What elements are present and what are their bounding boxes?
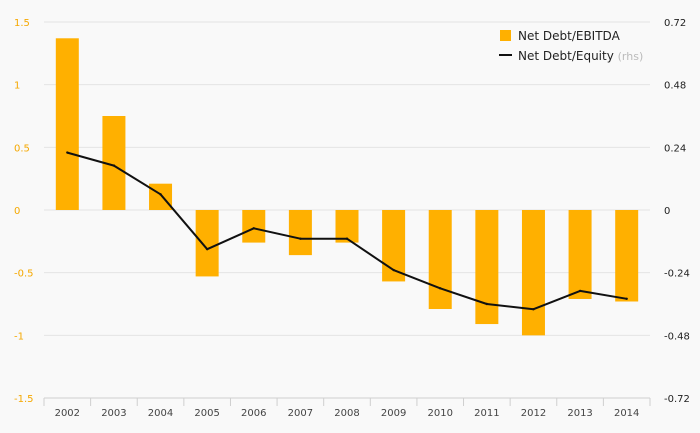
y-right-tick-label: 0.72	[664, 18, 686, 29]
y-left-tick-label: 0.5	[14, 143, 30, 154]
y-right-tick-label: -0.48	[664, 331, 690, 342]
bar	[195, 210, 219, 277]
line-point	[252, 227, 255, 230]
legend-label-line: Net Debt/Equity (rhs)	[518, 49, 643, 63]
bar	[521, 210, 545, 336]
y-left-tick-label: -0.5	[14, 269, 34, 280]
x-tick-label: 2002	[55, 408, 80, 419]
x-tick-label: 2005	[194, 408, 219, 419]
line-point	[112, 164, 116, 167]
legend-swatch-bar	[500, 30, 511, 41]
x-tick-label: 2011	[474, 408, 499, 419]
legend-label-line-suffix: (rhs)	[618, 50, 644, 63]
bar	[55, 38, 79, 210]
y-right-tick-label: 0	[664, 206, 670, 217]
line-point	[485, 302, 489, 306]
bar	[149, 183, 173, 210]
x-tick-label: 2004	[148, 408, 173, 419]
bar	[242, 210, 266, 243]
y-right-tick-label: -0.72	[664, 394, 690, 405]
y-left-tick-label: 1.5	[14, 18, 30, 29]
line-point	[625, 297, 628, 300]
bar	[102, 116, 126, 210]
line-point	[299, 237, 302, 240]
x-tick-label: 2008	[334, 408, 359, 419]
y-right-tick-label: -0.24	[664, 269, 690, 280]
y-left-tick-label: 1	[14, 81, 20, 92]
bar	[568, 210, 592, 299]
x-tick-label: 2007	[288, 408, 313, 419]
line-point	[532, 308, 535, 311]
x-tick-label: 2009	[381, 408, 406, 419]
y-left-tick-label: -1.5	[14, 394, 34, 405]
y-right-tick-label: 0.48	[664, 81, 686, 92]
line-point	[159, 193, 162, 196]
legend-label-bar: Net Debt/EBITDA	[518, 29, 621, 43]
x-tick-label: 2003	[101, 408, 126, 419]
bar	[475, 210, 499, 325]
legend: Net Debt/EBITDA Net Debt/Equity (rhs)	[499, 29, 643, 63]
bar	[288, 210, 312, 256]
x-tick-label: 2006	[241, 408, 266, 419]
bar	[382, 210, 406, 282]
legend-label-line-name: Net Debt/Equity	[518, 49, 614, 63]
x-tick-label: 2013	[567, 408, 592, 419]
y-left-tick-label: 0	[14, 206, 20, 217]
bar-series	[55, 38, 639, 336]
axes: 1.5 1 0.5 0 -0.5 -1 -1.5 0.72 0.48 0.24 0 -0.24 -0.4…	[14, 18, 690, 419]
line-point	[66, 151, 69, 154]
line-point	[392, 268, 395, 272]
x-tick-label: 2012	[521, 408, 546, 419]
x-tick-label: 2014	[614, 408, 639, 419]
y-left-tick-label: -1	[14, 331, 24, 342]
y-right-tick-label: 0.24	[664, 143, 686, 154]
line-point	[205, 247, 209, 251]
bar	[335, 210, 359, 243]
line-series	[66, 151, 628, 311]
bar	[428, 210, 452, 310]
bar	[615, 210, 639, 302]
line-point	[578, 289, 582, 293]
line-point	[439, 287, 442, 290]
x-tick-label: 2010	[428, 408, 453, 419]
line-point	[345, 237, 349, 240]
